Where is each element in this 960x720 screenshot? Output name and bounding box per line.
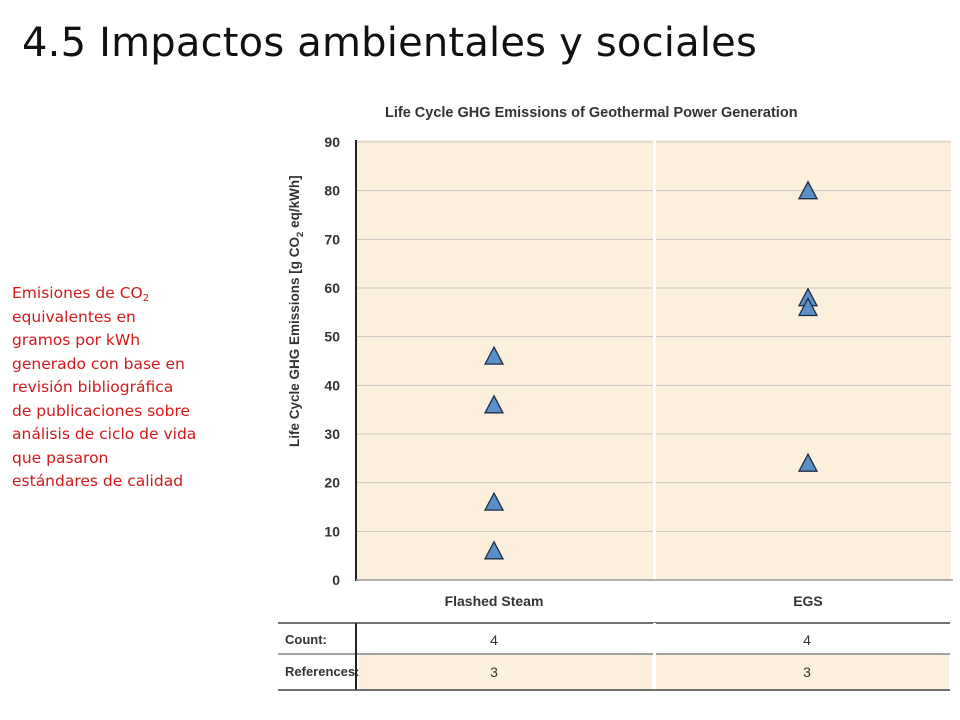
side-note-line: estándares de calidad	[12, 472, 184, 490]
chart-title: Life Cycle GHG Emissions of Geothermal P…	[385, 105, 798, 121]
triangle-data-point	[483, 540, 505, 560]
table-ref-bg-egs	[656, 655, 949, 689]
plot-bg-flashed-steam	[357, 140, 653, 580]
side-note-line: gramos por kWh	[12, 331, 141, 349]
y-tick-label: 80	[324, 183, 340, 199]
y-tick-label: 90	[324, 134, 340, 150]
side-note-line: de publicaciones sobre	[12, 401, 191, 420]
y-tick-labels: 0 10 20 30 40 50 60 70 80 90	[324, 134, 340, 588]
slide-title: 4.5 Impactos ambientales y sociales	[22, 20, 757, 66]
y-tick-label: 0	[332, 572, 340, 588]
side-note-line: equivalentes en	[12, 307, 136, 326]
y-tick-label: 10	[324, 523, 340, 539]
table-count-egs: 4	[803, 632, 811, 648]
table-references-label: References:	[285, 664, 359, 679]
table-count-label: Count:	[285, 632, 327, 647]
y-tick-label: 50	[324, 329, 340, 345]
side-note-line: generado con base en	[12, 354, 185, 373]
triangle-data-point	[797, 180, 819, 200]
side-note: Emisiones de CO2 equivalentes en gramos …	[12, 282, 252, 494]
side-note-line: análisis de ciclo de vida	[12, 425, 197, 443]
triangle-data-point	[797, 297, 819, 317]
side-note-line: Emisiones de CO2	[12, 284, 150, 304]
table-count-flashed-steam: 4	[490, 632, 498, 648]
y-tick-label: 60	[324, 280, 340, 296]
side-note-line: que pasaron	[12, 448, 109, 467]
triangle-data-point	[797, 452, 819, 472]
data-points	[483, 180, 819, 560]
table-references-egs: 3	[803, 664, 811, 680]
y-tick-label: 70	[324, 231, 340, 247]
plot-bg-egs	[656, 140, 951, 580]
table-references-flashed-steam: 3	[490, 664, 498, 680]
side-note-line: revisión bibliográfica	[12, 378, 174, 396]
triangle-data-point	[483, 491, 505, 511]
y-tick-label: 30	[324, 426, 340, 442]
y-axis-label: Life Cycle GHG Emissions [g CO2 eq/kWh]	[287, 175, 306, 447]
category-labels: Flashed Steam EGS	[445, 593, 823, 609]
table-ref-bg-flashed-steam	[359, 655, 652, 689]
y-tick-label: 40	[324, 377, 340, 393]
y-tick-label: 20	[324, 475, 340, 491]
category-label: Flashed Steam	[445, 593, 544, 609]
triangle-data-point	[483, 394, 505, 414]
triangle-data-point	[483, 345, 505, 365]
category-label: EGS	[793, 593, 823, 609]
